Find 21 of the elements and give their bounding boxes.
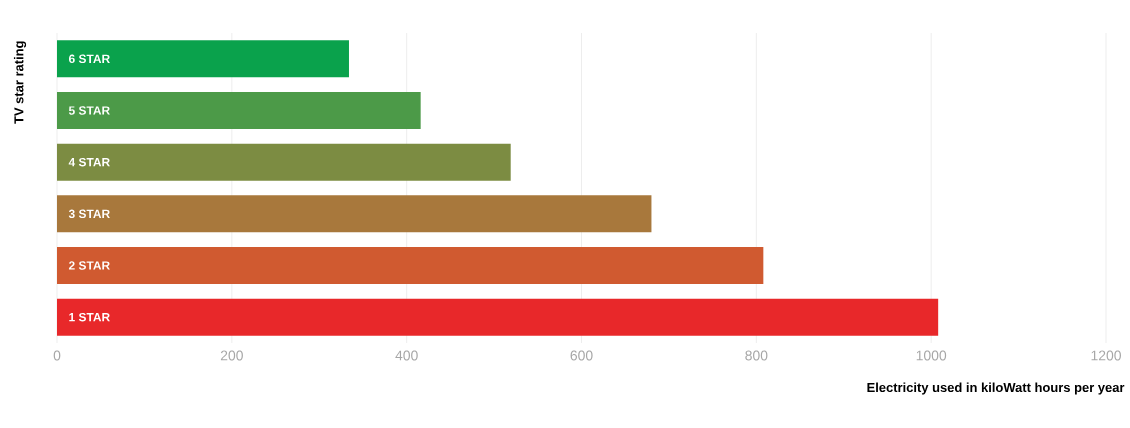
x-tick-label: 400 [395,350,418,361]
bar [57,247,764,284]
x-tick-label: 600 [570,350,593,361]
y-tick-label: 3 STAR [68,209,110,219]
bar [57,143,511,181]
y-tick-label: 4 STAR [68,157,110,167]
x-tick-label: 0 [53,350,61,361]
bar [57,298,939,336]
x-axis-title: Electricity used in kiloWatt hours per year [867,382,1125,395]
y-tick-label: 5 STAR [68,106,110,115]
x-tick-label: 1200 [1091,350,1121,361]
y-tick-label: 1 STAR [69,312,110,322]
y-tick-label: 2 STAR [68,261,110,270]
bar [57,92,421,129]
x-tick-label: 200 [220,350,243,361]
x-tick-label: 1000 [916,350,947,361]
y-tick-label: 6 STAR [68,54,110,64]
bar [57,40,349,78]
x-tick-label: 800 [745,350,768,361]
y-axis-title: TV star rating [13,41,27,124]
bar [57,195,652,233]
